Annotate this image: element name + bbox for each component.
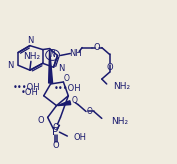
Text: O: O — [94, 43, 100, 52]
Text: O: O — [106, 63, 113, 72]
Text: N: N — [27, 36, 33, 45]
Text: O: O — [52, 123, 59, 132]
Text: N: N — [58, 64, 65, 73]
Text: O: O — [87, 107, 93, 116]
Text: O: O — [52, 141, 59, 150]
Text: O: O — [63, 74, 69, 82]
Text: N: N — [7, 61, 13, 70]
Text: P: P — [52, 127, 59, 137]
Text: NH₂: NH₂ — [111, 117, 128, 126]
Text: NH₂: NH₂ — [23, 52, 41, 61]
Text: OH: OH — [73, 133, 86, 142]
Text: NH₂: NH₂ — [114, 82, 131, 91]
Text: N: N — [50, 51, 55, 60]
Text: •••OH: •••OH — [54, 84, 81, 93]
Polygon shape — [58, 101, 71, 106]
Text: O: O — [38, 116, 44, 125]
Polygon shape — [49, 50, 53, 83]
Text: O: O — [71, 96, 77, 105]
Text: •••OH: •••OH — [13, 83, 41, 92]
Text: •OH: •OH — [21, 88, 39, 97]
Text: NH: NH — [69, 49, 82, 58]
